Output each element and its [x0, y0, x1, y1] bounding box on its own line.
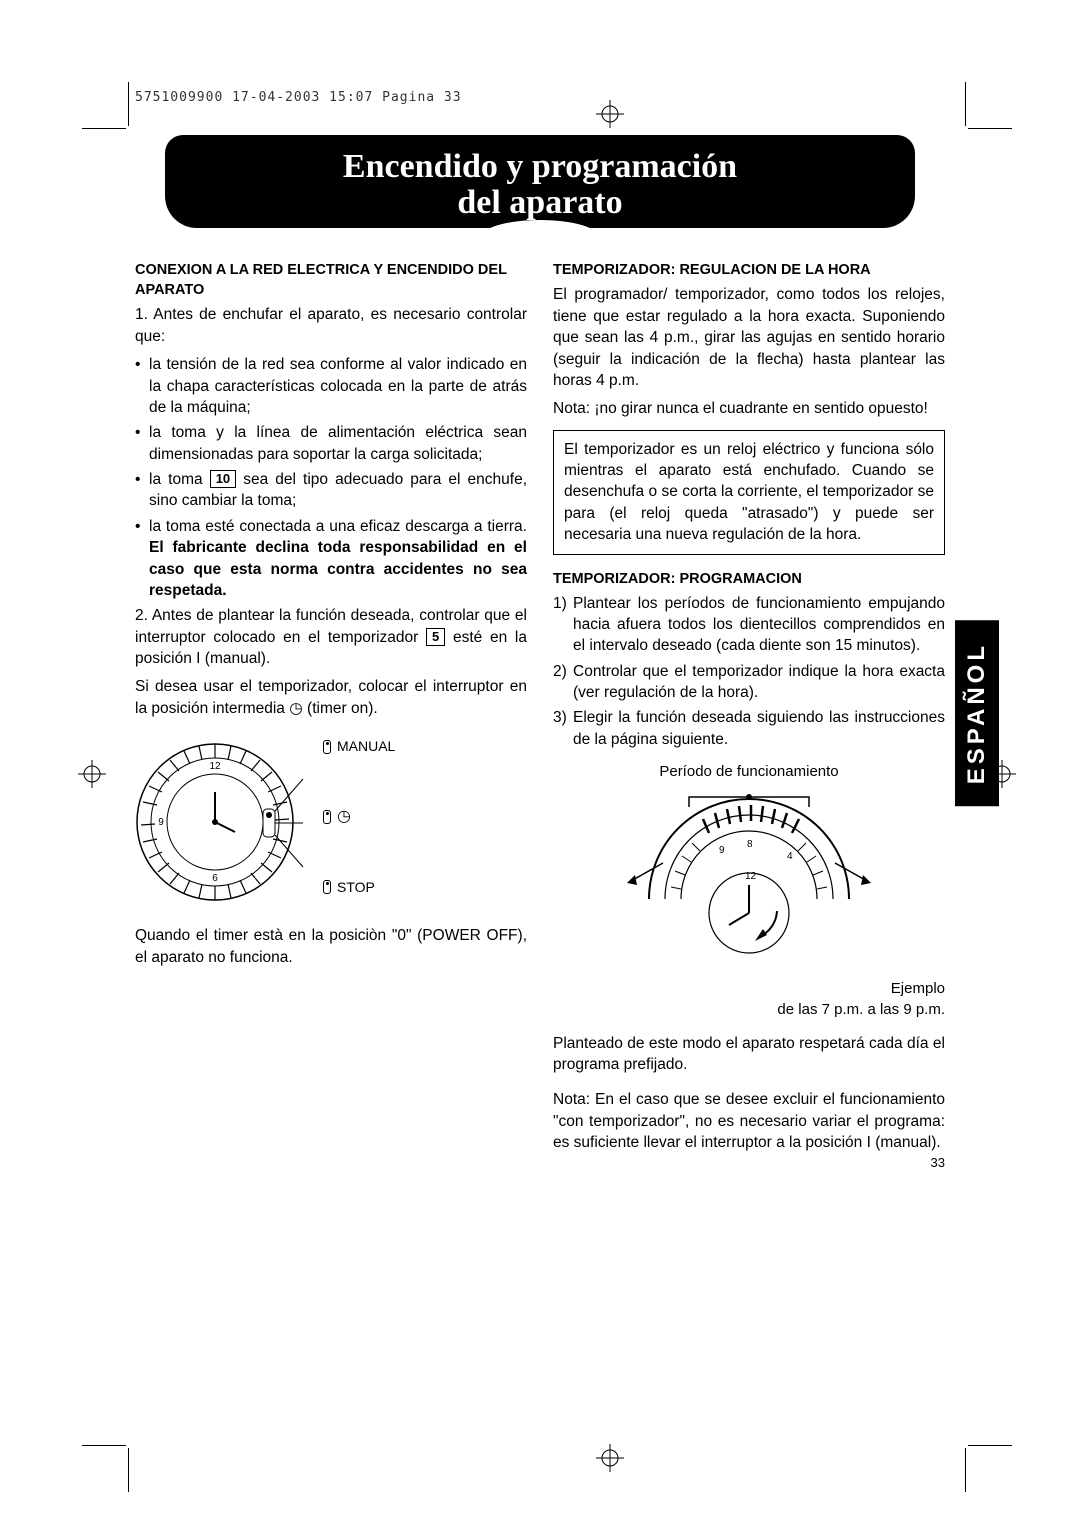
crop-mark	[965, 82, 966, 126]
text: STOP	[337, 878, 375, 897]
bullet-item: la toma y la línea de alimentación eléct…	[149, 422, 527, 465]
switch-down-icon	[323, 880, 331, 894]
info-box: El temporizador es un reloj eléctrico y …	[553, 430, 945, 555]
title-line2: del aparato	[457, 184, 622, 221]
svg-text:9: 9	[158, 817, 164, 828]
label-timer	[323, 806, 395, 828]
right-column: TEMPORIZADOR: REGULACION DE LA HORA El p…	[553, 256, 945, 1160]
language-tab: ESPAÑOL	[955, 620, 999, 806]
svg-text:6: 6	[212, 873, 218, 884]
crop-mark	[128, 1448, 129, 1492]
caption: Período de funcionamiento	[553, 762, 945, 783]
title-line1: Encendido y programación	[343, 148, 737, 185]
heading-connection: CONEXION A LA RED ELECTRICA Y ENCENDIDO …	[135, 260, 527, 300]
bold-text: El fabricante declina toda responsabilid…	[149, 539, 527, 599]
bullet-item: la tensión de la red sea conforme al val…	[149, 354, 527, 418]
crop-mark	[82, 1445, 126, 1446]
para: Nota: ¡no girar nunca el cuadrante en se…	[553, 398, 945, 419]
switch-up-icon	[323, 740, 331, 754]
svg-text:9: 9	[719, 845, 725, 856]
crop-mark	[968, 1445, 1012, 1446]
left-column: CONEXION A LA RED ELECTRICA Y ENCENDIDO …	[135, 256, 527, 1160]
para: 1. Antes de enchufar el aparato, es nece…	[135, 304, 527, 347]
print-header-meta: 5751009900 17-04-2003 15:07 Pagina 33	[135, 90, 945, 105]
list-item: 1)Plantear los períodos de funcionamient…	[573, 593, 945, 657]
timer-example-diagram: Período de funcionamiento	[553, 762, 945, 1020]
heading-timer-prog: TEMPORIZADOR: PROGRAMACION	[553, 569, 945, 589]
text: MANUAL	[337, 737, 395, 756]
para: 2. Antes de plantear la función deseada,…	[135, 605, 527, 669]
timer-dial-diagram: 12 3 6 9	[135, 737, 527, 907]
list-item: 2)Controlar que el temporizador indique …	[573, 661, 945, 704]
label-manual: MANUAL	[323, 737, 395, 756]
text: la toma esté conectada a una eficaz desc…	[149, 518, 527, 535]
page-title: Encendido y programación del aparato	[185, 149, 895, 220]
svg-text:4: 4	[787, 851, 793, 862]
switch-mid-icon	[323, 810, 331, 824]
text: de las 7 p.m. a las 9 p.m.	[777, 1001, 945, 1018]
crop-mark	[82, 128, 126, 129]
dial-svg-icon: 12 3 6 9	[135, 737, 305, 907]
svg-text:12: 12	[209, 761, 221, 772]
para: Planteado de este modo el aparato respet…	[553, 1033, 945, 1076]
bullet-item: la toma esté conectada a una eficaz desc…	[149, 516, 527, 602]
heading-timer-reg: TEMPORIZADOR: REGULACION DE LA HORA	[553, 260, 945, 280]
text: Plantear los períodos de funcionamiento …	[573, 595, 945, 655]
caption: Ejemplo de las 7 p.m. a las 9 p.m.	[553, 979, 945, 1020]
ref-number-box: 10	[210, 470, 236, 488]
para: Nota: En el caso que se desee excluir el…	[553, 1089, 945, 1153]
crop-mark	[128, 82, 129, 126]
bullet-item: la toma 10 sea del tipo adecuado para el…	[149, 469, 527, 512]
registration-mark-icon	[596, 1444, 624, 1472]
label-stop: STOP	[323, 878, 395, 897]
crop-mark	[968, 128, 1012, 129]
text: Elegir la función deseada siguiendo las …	[573, 709, 945, 747]
title-banner: Encendido y programación del aparato	[165, 135, 915, 228]
text: Ejemplo	[891, 980, 945, 997]
para: Si desea usar el temporizador, colocar e…	[135, 676, 527, 719]
crop-mark	[965, 1448, 966, 1492]
para: Quando el timer està en la posiciòn "0" …	[135, 925, 527, 968]
registration-mark-icon	[78, 760, 106, 788]
text: la toma	[149, 471, 210, 488]
ref-number-box: 5	[426, 628, 445, 646]
dial-example-svg-icon: 9 8 4 12	[619, 789, 879, 969]
list-item: 3)Elegir la función deseada siguiendo la…	[573, 707, 945, 750]
svg-text:8: 8	[747, 839, 753, 850]
page-number: 33	[931, 1155, 945, 1170]
clock-icon	[337, 806, 351, 828]
para: El programador/ temporizador, como todos…	[553, 284, 945, 391]
text: Controlar que el temporizador indique la…	[573, 663, 945, 701]
